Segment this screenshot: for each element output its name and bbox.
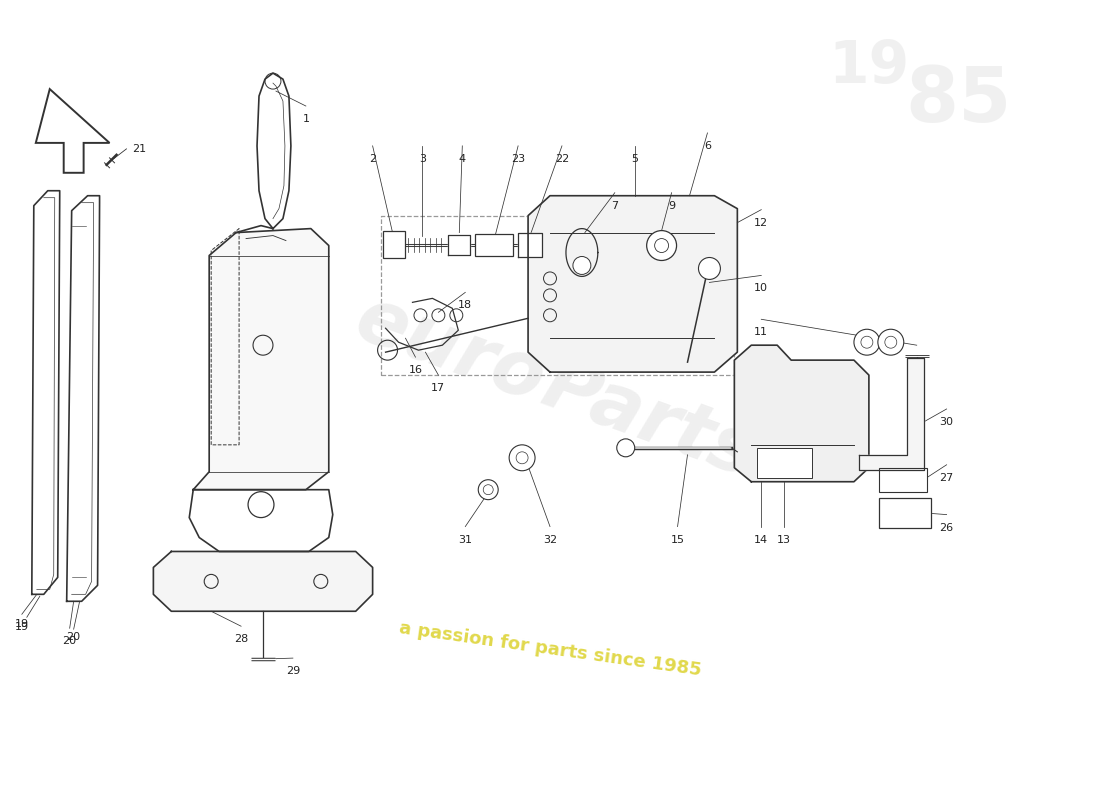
Text: 3: 3 [419,154,426,164]
Text: 31: 31 [459,534,472,545]
Text: 14: 14 [755,534,768,545]
Text: 1: 1 [302,114,309,124]
Text: 7: 7 [612,201,618,210]
Text: 26: 26 [939,522,954,533]
Text: Parts: Parts [532,347,767,493]
Polygon shape [518,233,542,257]
Text: 19: 19 [14,619,29,630]
FancyBboxPatch shape [383,230,405,258]
Text: 29: 29 [286,666,300,676]
Polygon shape [528,196,737,372]
Text: euro: euro [345,282,556,418]
Text: 20: 20 [63,636,77,646]
Text: 13: 13 [778,534,791,545]
Circle shape [478,480,498,500]
Text: 10: 10 [755,283,768,294]
Text: 4: 4 [459,154,466,164]
FancyBboxPatch shape [757,448,812,478]
Text: 2: 2 [370,154,376,164]
Circle shape [647,230,676,261]
Circle shape [854,330,880,355]
Circle shape [878,330,904,355]
Text: 30: 30 [939,417,954,427]
Polygon shape [194,229,329,490]
Polygon shape [735,345,869,482]
Polygon shape [449,234,471,254]
Text: 22: 22 [554,154,569,164]
Text: 12: 12 [755,218,768,228]
Circle shape [509,445,535,470]
Circle shape [573,257,591,274]
Text: 20: 20 [67,632,80,642]
Text: 6: 6 [704,141,711,151]
Text: 9: 9 [668,201,675,210]
Circle shape [617,439,635,457]
Polygon shape [859,358,924,470]
Text: 85: 85 [905,64,1012,138]
FancyBboxPatch shape [879,468,926,492]
Text: 21: 21 [132,144,146,154]
Polygon shape [36,89,110,173]
FancyBboxPatch shape [475,234,513,255]
Circle shape [698,258,720,279]
FancyBboxPatch shape [879,498,931,527]
Text: 27: 27 [939,473,954,482]
Text: 15: 15 [671,534,684,545]
Text: 11: 11 [755,327,768,338]
Text: 32: 32 [543,534,557,545]
Text: 19: 19 [14,622,29,632]
Text: 28: 28 [234,634,249,644]
Text: 18: 18 [459,300,472,310]
Text: 19: 19 [828,38,910,94]
Text: a passion for parts since 1985: a passion for parts since 1985 [398,619,702,679]
Text: 16: 16 [408,365,422,375]
Text: 23: 23 [512,154,525,164]
Text: 17: 17 [431,383,446,393]
Text: 5: 5 [631,154,638,164]
Polygon shape [153,551,373,611]
